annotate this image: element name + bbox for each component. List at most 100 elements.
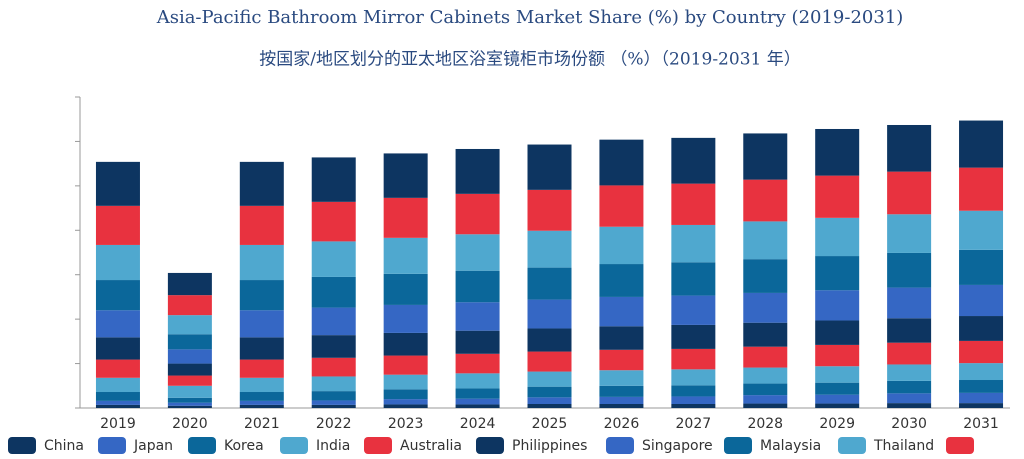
bar-segment — [527, 189, 572, 231]
bar-segment — [95, 400, 140, 405]
bar-segment — [743, 367, 788, 384]
legend-label: Malaysia — [760, 438, 821, 454]
bar-segment — [671, 385, 716, 397]
bar-segment — [815, 175, 860, 218]
bar-segment — [455, 302, 500, 331]
legend-swatch — [946, 437, 974, 454]
bar-segment — [599, 296, 644, 327]
bar-segment — [239, 161, 284, 206]
bar-segment — [599, 264, 644, 297]
bar-segment — [959, 340, 1004, 364]
legend-swatch — [280, 437, 308, 454]
x-tick-label: 2021 — [244, 416, 280, 432]
bar-segment — [671, 295, 716, 325]
x-tick-label: 2025 — [532, 416, 568, 432]
bar-segment — [887, 364, 932, 381]
bar-segment — [383, 355, 428, 375]
bar-segment — [455, 388, 500, 399]
bar-segment — [455, 270, 500, 303]
legend-label: India — [316, 438, 350, 454]
bar-segment — [167, 385, 212, 398]
bar-segment — [887, 252, 932, 288]
bar-segment — [527, 299, 572, 329]
bar-segment — [311, 357, 356, 377]
legend-label: Philippines — [512, 438, 587, 454]
bar-segment — [671, 324, 716, 349]
bar-segment — [959, 403, 1004, 408]
bar-segment — [887, 124, 932, 172]
x-tick-label: 2029 — [819, 416, 855, 432]
bar-segment — [599, 139, 644, 186]
legend-swatch — [724, 437, 752, 454]
bar-segment — [95, 310, 140, 338]
legend-swatch — [8, 437, 36, 454]
bar-segment — [743, 403, 788, 408]
bar-segment — [527, 397, 572, 405]
bar-segment — [311, 307, 356, 336]
bar-segment — [95, 404, 140, 408]
bar-segment — [743, 346, 788, 368]
x-tick-label: 2022 — [316, 416, 352, 432]
bar-segment — [95, 359, 140, 378]
legend-label: Korea — [224, 438, 264, 454]
bar-segment — [959, 210, 1004, 250]
x-tick-label: 2031 — [963, 416, 999, 432]
bar-segment — [383, 197, 428, 238]
legend-label: Australia — [400, 438, 462, 454]
bar-segment — [743, 395, 788, 404]
legend-swatch — [188, 437, 216, 454]
bar-segment — [527, 404, 572, 408]
chart-subtitle: 按国家/地区划分的亚太地区浴室镜柜市场份额 （%）（2019-2031 年） — [259, 50, 800, 70]
bar-segment — [527, 267, 572, 300]
bar-segment — [815, 256, 860, 291]
bar-segment — [95, 205, 140, 245]
bar-segment — [527, 144, 572, 190]
bar-segment — [887, 214, 932, 253]
x-tick-label: 2019 — [100, 416, 136, 432]
bar-segment — [239, 400, 284, 405]
bar-segment — [887, 403, 932, 408]
bar-segment — [455, 404, 500, 408]
bar-segment — [311, 241, 356, 277]
bar-segment — [671, 183, 716, 225]
bar-segment — [599, 370, 644, 386]
legend-swatch — [838, 437, 866, 454]
bar-segment — [383, 237, 428, 274]
bar-segment — [383, 404, 428, 408]
legend-swatch — [98, 437, 126, 454]
bar-segment — [167, 315, 212, 335]
bar-segment — [527, 386, 572, 398]
bar-segment — [239, 392, 284, 401]
bar-segment — [239, 280, 284, 311]
legend-swatch — [364, 437, 392, 454]
bar-segment — [311, 335, 356, 358]
bar-segment — [887, 318, 932, 343]
bar-segment — [383, 153, 428, 198]
bar-segment — [455, 353, 500, 374]
bar-segment — [815, 394, 860, 404]
bar-segment — [167, 397, 212, 403]
bar-segment — [95, 377, 140, 393]
bar-segment — [167, 349, 212, 364]
bar-segment — [599, 404, 644, 408]
bar-segment — [671, 396, 716, 405]
bar-segment — [167, 363, 212, 376]
bar-segment — [959, 167, 1004, 211]
bar-segment — [815, 290, 860, 321]
bar-segment — [527, 328, 572, 352]
x-tick-label: 2027 — [676, 416, 712, 432]
bar-segment — [743, 221, 788, 260]
bar-segment — [455, 148, 500, 194]
bar-segment — [239, 244, 284, 281]
bar-segment — [815, 320, 860, 345]
bar-segment — [959, 363, 1004, 381]
bar-segment — [383, 374, 428, 390]
bar-segment — [239, 359, 284, 378]
bar-segment — [671, 262, 716, 296]
bar-segment — [743, 259, 788, 293]
bar-segment — [599, 385, 644, 397]
bar-segment — [959, 392, 1004, 404]
bar-segment — [311, 201, 356, 242]
bar-segment — [599, 396, 644, 405]
bar-segment — [671, 404, 716, 408]
